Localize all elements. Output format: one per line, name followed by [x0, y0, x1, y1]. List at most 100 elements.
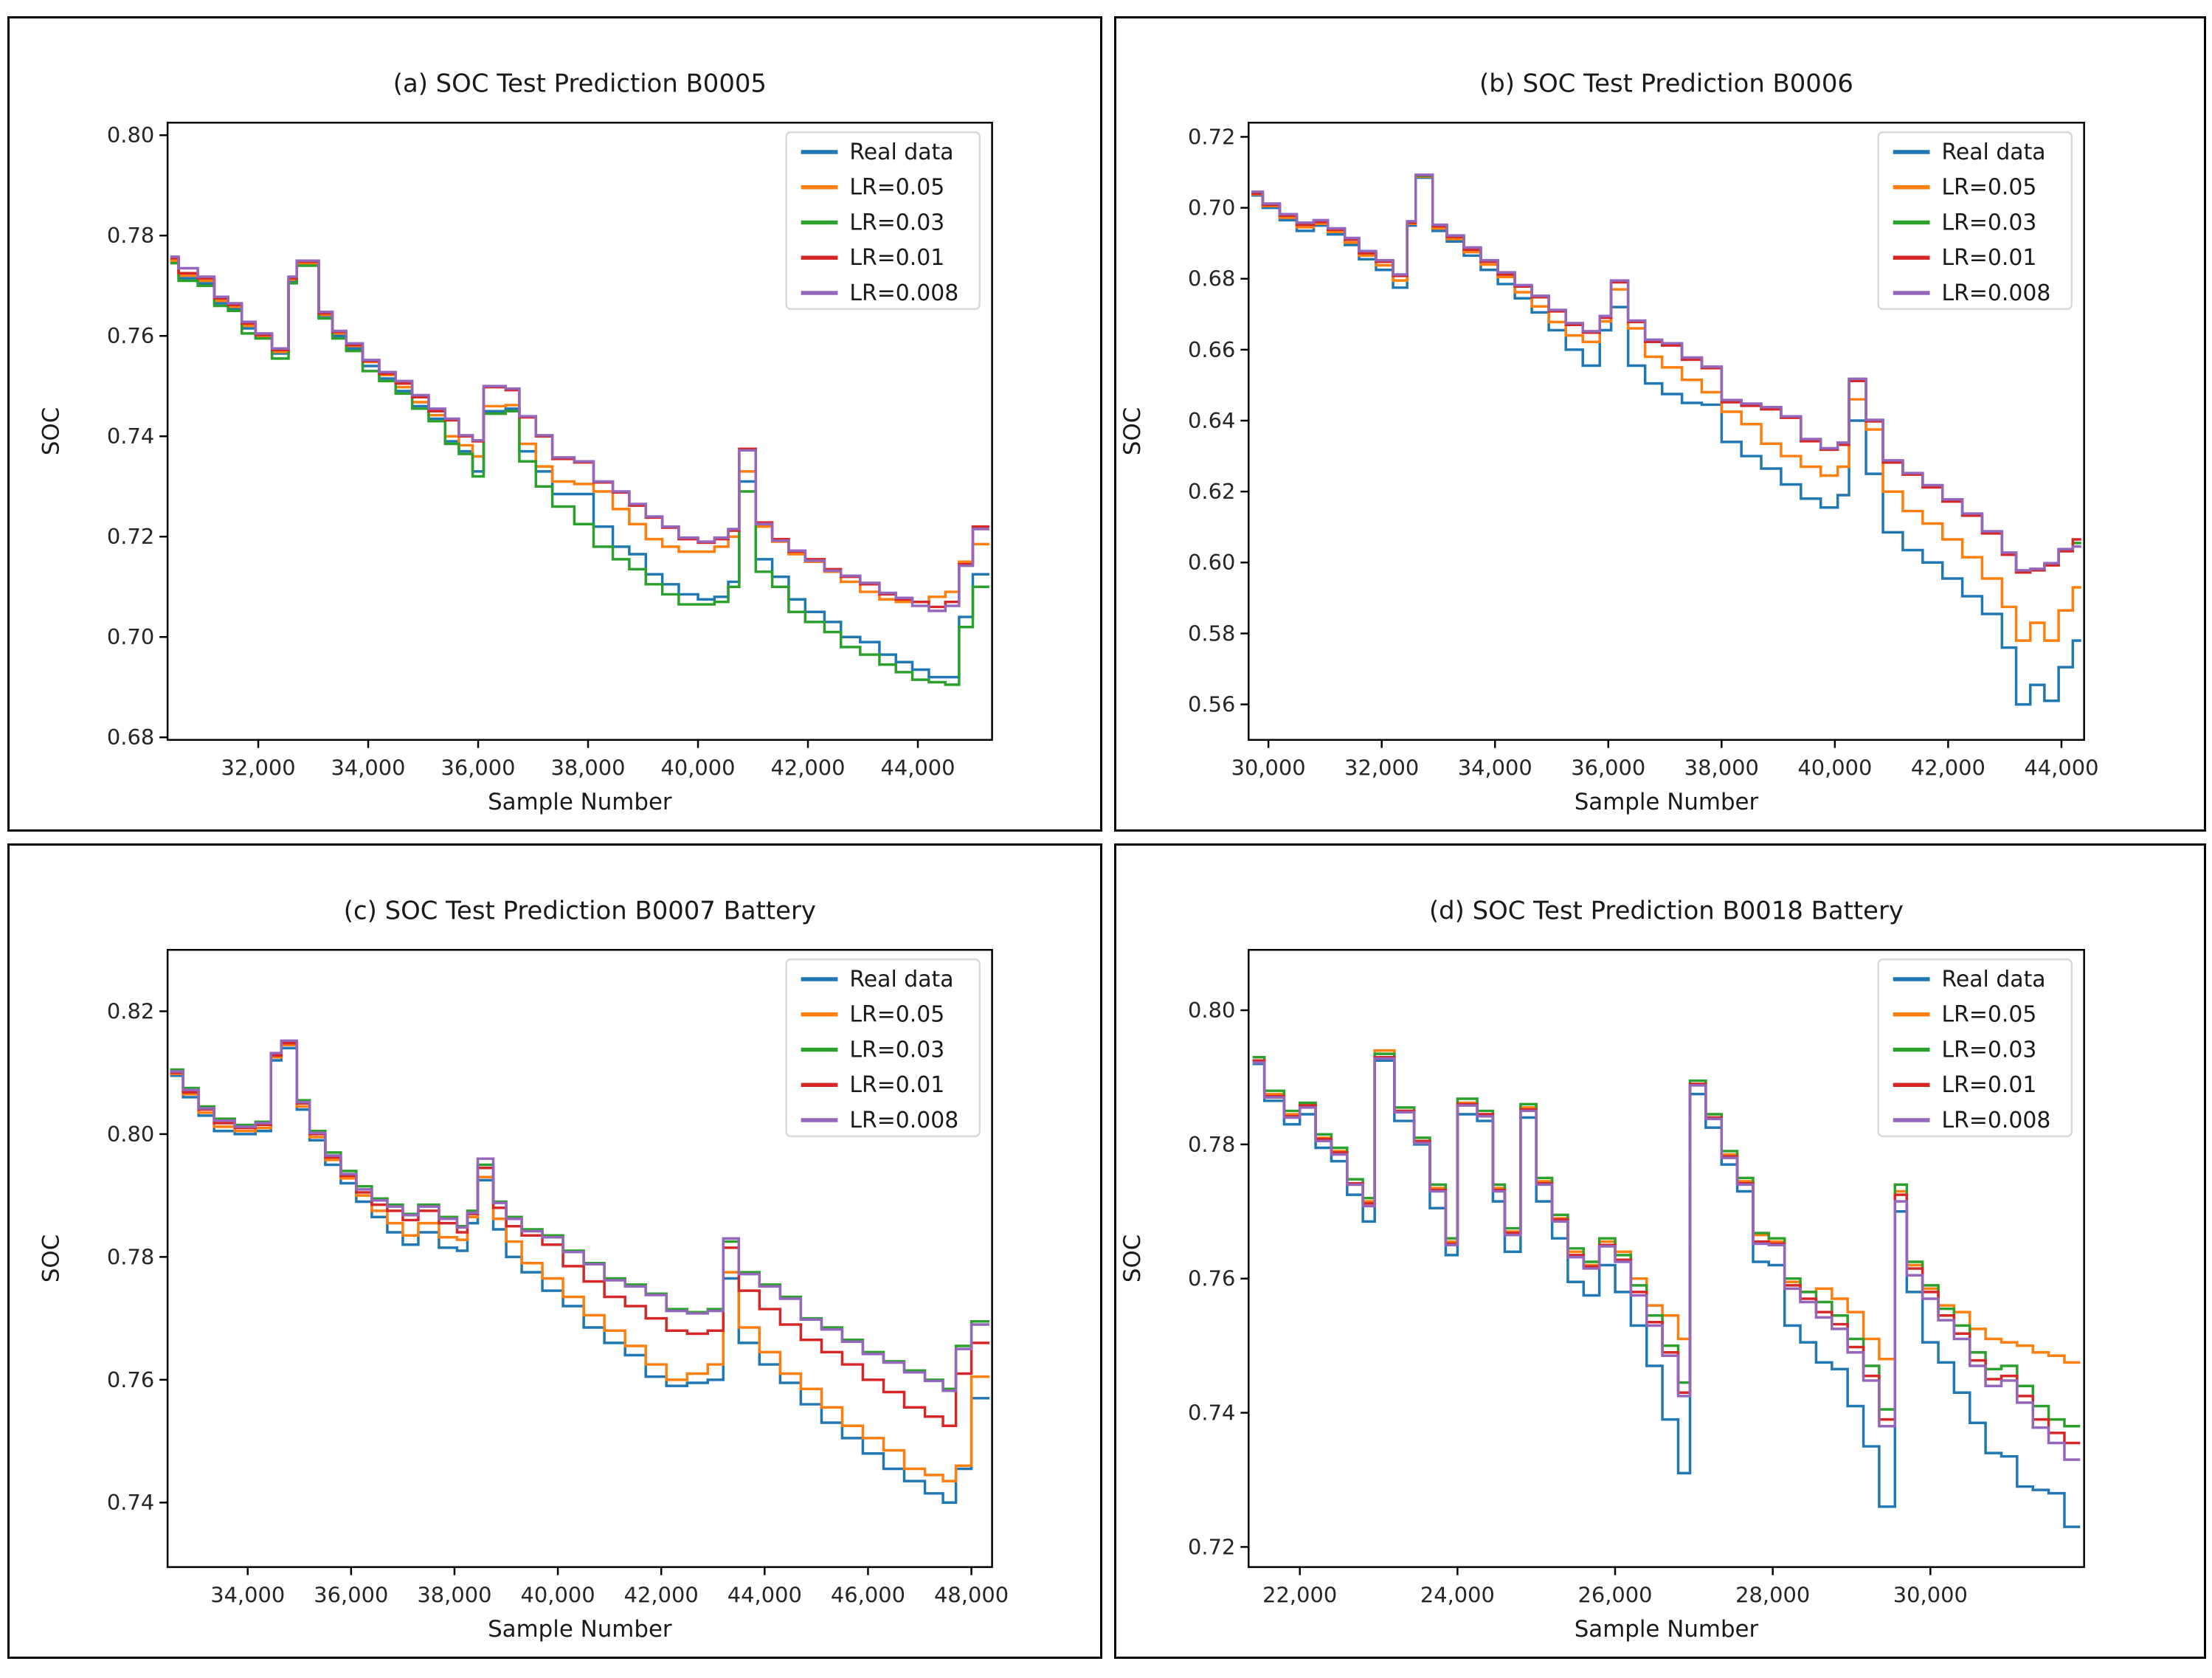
x-tick-label: 40,000 [1797, 755, 1872, 780]
axes-frame [1248, 121, 2085, 741]
y-tick-label: 0.80 [1188, 998, 1235, 1023]
x-tick-label: 42,000 [624, 1582, 699, 1607]
y-axis-label: SOC [38, 407, 65, 455]
chart-panel-d: (d) SOC Test Prediction B0018 Battery 0.7… [1119, 896, 2085, 1643]
x-tick-label: 40,000 [661, 755, 736, 780]
x-tick-label: 40,000 [521, 1582, 595, 1607]
x-tick-label: 22,000 [1262, 1582, 1337, 1607]
y-tick-label: 0.82 [107, 998, 154, 1023]
series-line-real-data [170, 259, 989, 679]
panel-soc-b0007: (c) SOC Test Prediction B0007 Battery 0.7… [7, 843, 1102, 1659]
x-tick-label: 36,000 [314, 1582, 388, 1607]
y-tick-label: 0.66 [1188, 337, 1235, 362]
x-tick-label: 44,000 [880, 755, 955, 780]
y-tick-label: 0.76 [107, 1367, 154, 1392]
x-tick-label: 28,000 [1735, 1582, 1810, 1607]
chart-title: (b) SOC Test Prediction B0006 [1479, 69, 1853, 97]
chart-panel-b: (b) SOC Test Prediction B0006 0.56 0.58 0.6… [1119, 69, 2099, 815]
axes-frame [166, 121, 993, 741]
x-axis-label: Sample Number [1575, 1616, 1759, 1643]
x-tick-label: 48,000 [934, 1582, 1009, 1607]
y-tick-label: 0.74 [107, 1490, 154, 1515]
chart-title: (d) SOC Test Prediction B0018 Battery [1429, 896, 1904, 925]
y-tick-label: 0.76 [1188, 1266, 1235, 1291]
x-tick-label: 32,000 [221, 755, 296, 780]
legend-entry-label: LR=0.03 [1941, 210, 2036, 235]
x-axis-label: Sample Number [488, 789, 672, 815]
y-tick-label: 0.76 [107, 323, 154, 348]
series-line-lr-0-008 [1251, 173, 2081, 572]
y-tick-label: 0.72 [107, 524, 154, 549]
x-tick-label: 46,000 [831, 1582, 905, 1607]
y-tick-label: 0.70 [107, 624, 154, 649]
x-tick-label: 30,000 [1893, 1582, 1968, 1607]
series-group [170, 1039, 990, 1504]
y-tick-label: 0.58 [1188, 621, 1235, 646]
y-axis-label: SOC [38, 1235, 65, 1282]
x-tick-label: 36,000 [441, 755, 516, 780]
x-tick-label: 36,000 [1571, 755, 1645, 780]
legend-box [1877, 131, 2073, 311]
legend-entry-label: LR=0.008 [1941, 1108, 2050, 1133]
y-tick-label: 0.62 [1188, 479, 1235, 504]
x-tick-label: 24,000 [1420, 1582, 1495, 1607]
x-tick-label: 34,000 [210, 1582, 285, 1607]
panel-soc-b0005: (a) SOC Test Prediction B0005 0.68 0.70 0.7… [7, 16, 1102, 832]
legend-entry-label: Real data [849, 967, 953, 992]
x-tick-label: 44,000 [727, 1582, 802, 1607]
legend-entry-label: Real data [1941, 967, 2045, 992]
series-line-lr-0-008 [1252, 1057, 2081, 1461]
legend-box [785, 131, 981, 311]
y-tick-label: 0.72 [1188, 1534, 1235, 1559]
y-tick-label: 0.72 [1188, 124, 1235, 149]
legend-box [1877, 958, 2073, 1138]
x-tick-label: 38,000 [417, 1582, 491, 1607]
y-tick-label: 0.56 [1188, 692, 1235, 717]
legend-entry-label: LR=0.01 [849, 1072, 944, 1098]
legend-entry-label: Real data [849, 139, 953, 165]
y-axis-label: SOC [1119, 407, 1146, 455]
chart-title: (a) SOC Test Prediction B0005 [393, 69, 767, 97]
y-tick-label: 0.70 [1188, 196, 1235, 221]
legend-entry-label: Real data [1941, 139, 2045, 165]
y-tick-label: 0.80 [107, 1122, 154, 1147]
y-tick-label: 0.74 [107, 424, 154, 449]
series-line-lr-0-008 [170, 1039, 990, 1392]
y-tick-label: 0.60 [1188, 550, 1235, 575]
legend-entry-label: LR=0.05 [1941, 175, 2036, 201]
x-tick-label: 42,000 [771, 755, 846, 780]
y-tick-label: 0.74 [1188, 1401, 1235, 1426]
x-tick-label: 26,000 [1577, 1582, 1652, 1607]
y-axis-label: SOC [1119, 1235, 1146, 1282]
x-tick-label: 42,000 [1911, 755, 1985, 780]
legend-entry-label: LR=0.008 [849, 1108, 958, 1133]
legend-entry-label: LR=0.01 [849, 245, 944, 271]
x-tick-label: 38,000 [551, 755, 626, 780]
series-group [1251, 173, 2081, 706]
legend-entry-label: LR=0.03 [849, 210, 944, 235]
legend-box [785, 958, 981, 1138]
series-group [170, 255, 989, 686]
x-tick-label: 34,000 [331, 755, 406, 780]
y-tick-label: 0.64 [1188, 408, 1235, 433]
axes-frame [1248, 948, 2085, 1568]
legend-entry-label: LR=0.05 [1941, 1002, 2036, 1028]
x-tick-label: 32,000 [1344, 755, 1419, 780]
x-tick-label: 30,000 [1231, 755, 1306, 780]
legend-entry-label: LR=0.01 [1941, 1072, 2036, 1098]
y-tick-label: 0.78 [107, 1244, 154, 1269]
legend-entry-label: LR=0.03 [1941, 1037, 2036, 1063]
legend-entry-label: LR=0.01 [1941, 245, 2036, 271]
legend-entry-label: LR=0.05 [849, 1002, 944, 1028]
axes-frame [166, 948, 993, 1568]
series-group [1252, 1049, 2081, 1528]
x-axis-label: Sample Number [488, 1616, 672, 1643]
y-tick-label: 0.78 [1188, 1132, 1235, 1157]
x-axis-label: Sample Number [1575, 789, 1759, 815]
panel-soc-b0018: (d) SOC Test Prediction B0018 Battery 0.7… [1114, 843, 2206, 1659]
x-tick-label: 38,000 [1684, 755, 1759, 780]
y-tick-label: 0.68 [107, 725, 154, 750]
series-line-lr-0-03 [170, 261, 989, 686]
y-tick-label: 0.80 [107, 122, 154, 148]
